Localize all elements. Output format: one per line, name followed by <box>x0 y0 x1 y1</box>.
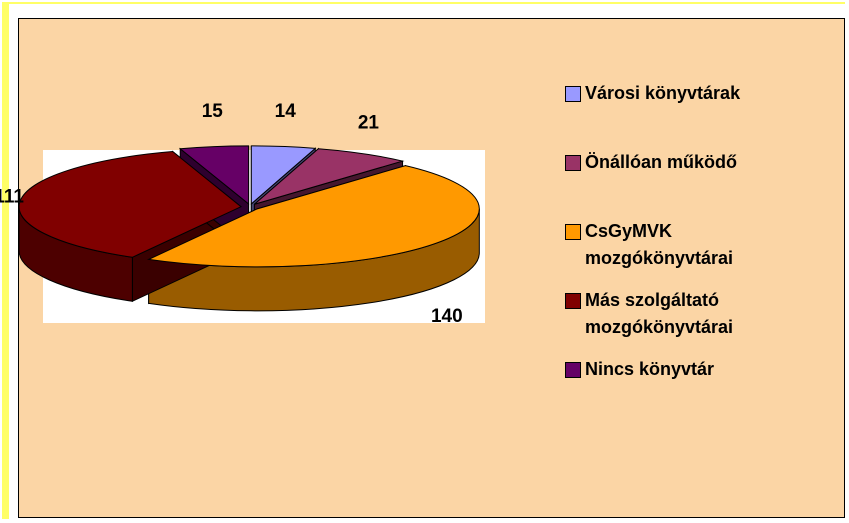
legend-item: Önállóan működő <box>565 149 815 176</box>
legend-item: Más szolgáltató mozgókönyvtárai <box>565 287 815 341</box>
data-label: 111 <box>0 187 24 208</box>
legend-swatch <box>565 155 581 171</box>
slice-top <box>250 145 317 205</box>
legend-label: Nincs könyvtár <box>585 359 715 379</box>
data-label: 14 <box>275 101 297 122</box>
legend-label: Városi könyvtárak <box>585 83 741 103</box>
legend-swatch <box>565 86 581 102</box>
legend-item: Városi könyvtárak <box>565 80 815 107</box>
slice-top <box>178 145 250 205</box>
legend-swatch <box>565 293 581 309</box>
slice-top <box>254 148 405 205</box>
slice-top <box>18 150 242 258</box>
legend-swatch <box>565 362 581 378</box>
data-label: 21 <box>358 112 380 133</box>
legend-swatch <box>565 224 581 240</box>
legend-item: Nincs könyvtár <box>565 356 815 383</box>
legend-label: Önállóan működő <box>585 152 738 172</box>
data-label: 15 <box>202 101 224 122</box>
legend-label: CsGyMVK mozgókönyvtárai <box>585 221 734 268</box>
legend-item: CsGyMVK mozgókönyvtárai <box>565 218 815 272</box>
legend-label: Más szolgáltató mozgókönyvtárai <box>585 290 734 337</box>
slice-top <box>146 165 480 268</box>
data-label: 140 <box>431 306 463 327</box>
